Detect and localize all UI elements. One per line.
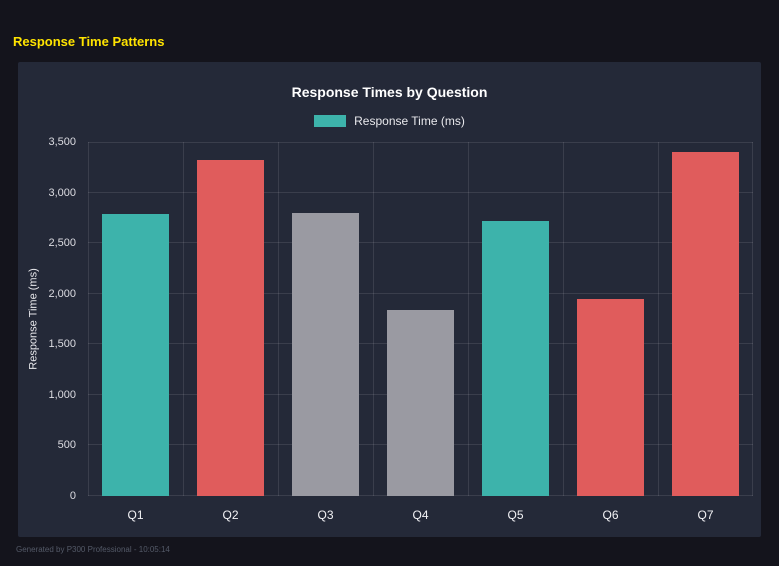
bar-slot (563, 142, 658, 496)
y-tick-label: 0 (69, 490, 76, 502)
legend-swatch (314, 115, 347, 127)
bar-q3[interactable] (292, 212, 359, 496)
gridline-vertical (658, 142, 659, 496)
bar-slot (373, 142, 468, 496)
x-axis-label: Q2 (222, 508, 239, 522)
y-tick-label: 1,000 (48, 388, 76, 401)
gridline-horizontal (88, 142, 753, 143)
gridline-vertical (183, 142, 184, 496)
bar-slot (278, 142, 373, 496)
y-tick-label: 2,000 (48, 287, 76, 300)
bar-slot (658, 142, 753, 496)
page-title: Response Time Patterns (13, 34, 165, 49)
gridline-vertical (88, 142, 89, 496)
bar-series (88, 142, 753, 496)
y-tick-label: 1,500 (48, 338, 76, 351)
x-axis: Q1 Q2 Q3 Q4 Q5 Q6 Q7 (88, 508, 753, 522)
chart-title: Response Times by Question (291, 84, 488, 100)
bar-slot (468, 142, 563, 496)
y-tick-label: 2,500 (48, 237, 76, 250)
x-axis-label: Q7 (697, 508, 714, 522)
y-tick-label: 500 (57, 439, 76, 452)
legend-label: Response Time (ms) (354, 114, 465, 128)
chart-legend-item[interactable]: Response Time (ms) (18, 114, 761, 128)
x-axis-label: Q4 (412, 508, 429, 522)
x-axis-label: Q6 (602, 508, 619, 522)
bar-q2[interactable] (197, 160, 264, 496)
bar-q5[interactable] (482, 220, 549, 496)
x-axis-label: Q5 (507, 508, 524, 522)
gridline-horizontal (88, 242, 753, 244)
plot-area (88, 142, 753, 496)
y-axis: 0 500 1,000 1,500 2,000 2,500 3,000 3,500 (18, 136, 82, 502)
gridline-horizontal (88, 292, 753, 294)
bar-q4[interactable] (387, 309, 454, 496)
bar-slot (88, 142, 183, 496)
gridline-vertical (752, 142, 753, 496)
gridline-vertical (468, 142, 469, 496)
footer-status: Generated by P300 Professional - 10:05:1… (16, 545, 170, 554)
y-tick-label: 3,000 (48, 186, 76, 199)
gridline-vertical (278, 142, 279, 496)
bar-q1[interactable] (102, 213, 169, 496)
gridline-vertical (373, 142, 374, 496)
bar-q6[interactable] (577, 298, 644, 496)
x-axis-label: Q3 (317, 508, 334, 522)
bar-q7[interactable] (672, 152, 739, 496)
x-axis-label: Q1 (127, 508, 144, 522)
gridline-vertical (563, 142, 564, 496)
bar-slot (183, 142, 278, 496)
y-tick-label: 3,500 (48, 136, 76, 148)
gridline-horizontal (88, 191, 753, 193)
chart-card: Response Times by Question Response Time… (18, 62, 761, 537)
